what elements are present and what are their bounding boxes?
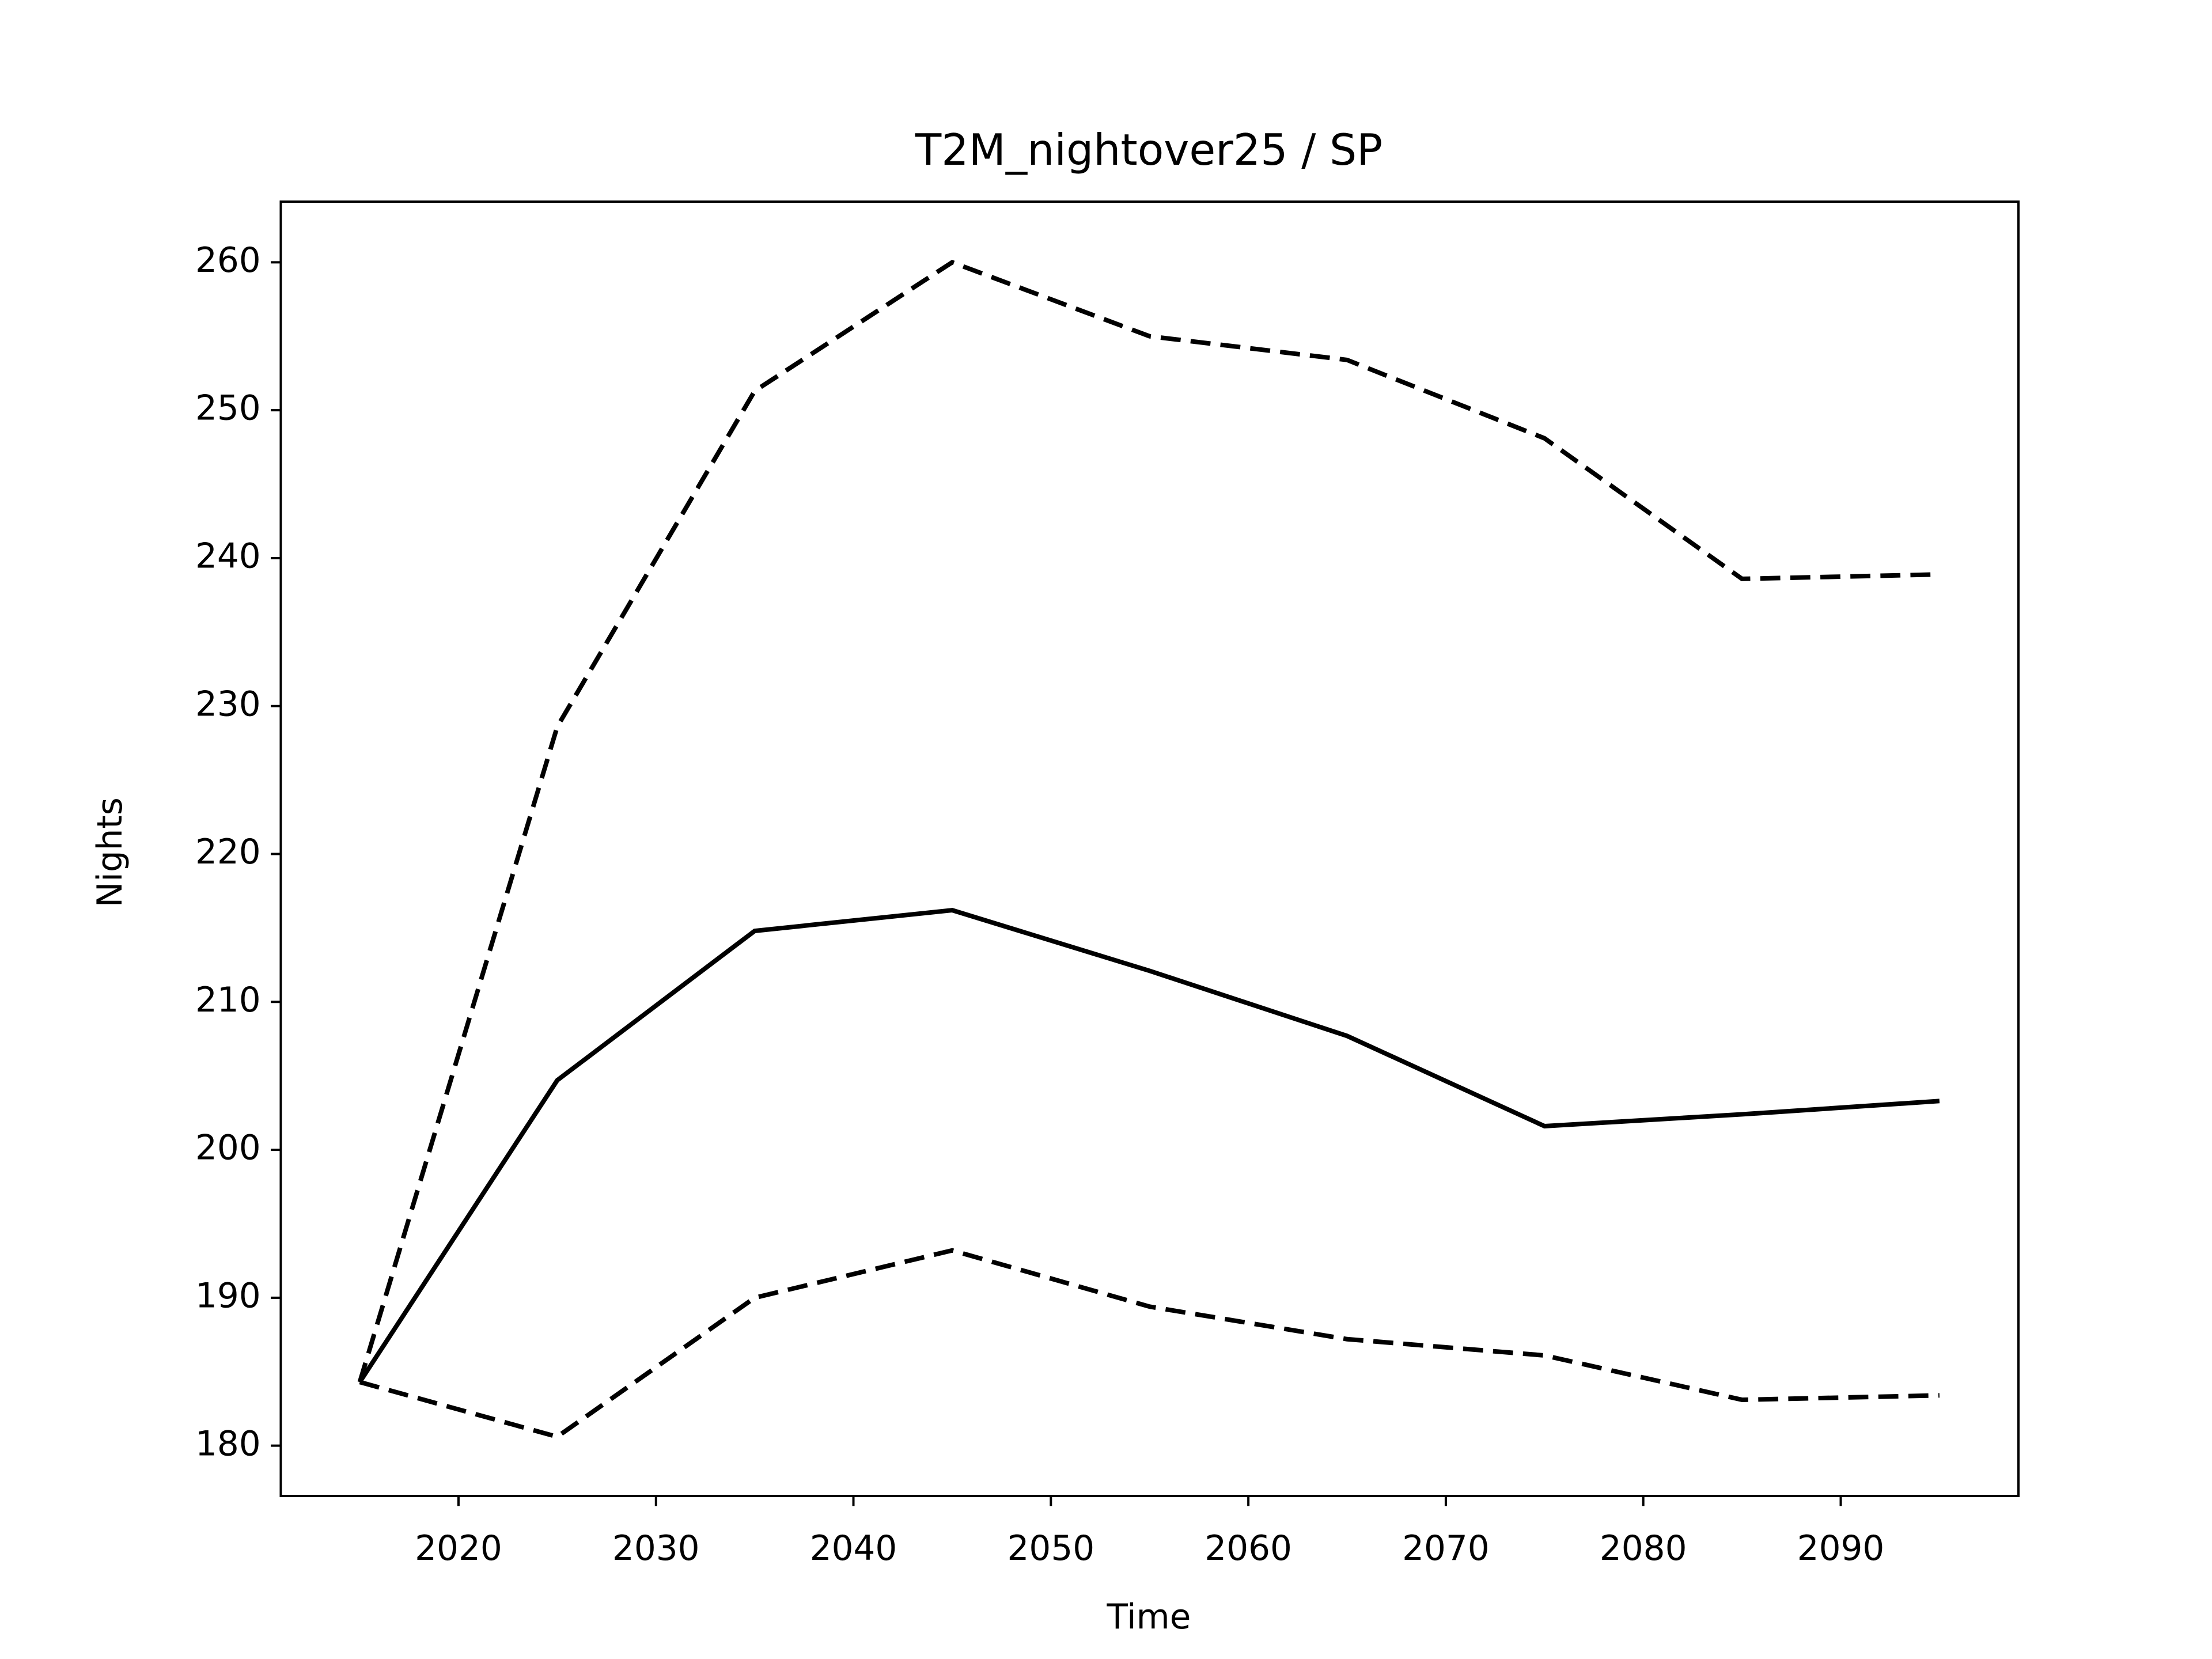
- x-tick-label: 2090: [1797, 1529, 1885, 1569]
- y-tick-label: 250: [195, 389, 261, 429]
- y-tick-label: 210: [195, 980, 261, 1020]
- x-tick-label: 2060: [1205, 1529, 1292, 1569]
- y-tick-label: 200: [195, 1128, 261, 1168]
- y-tick-label: 220: [195, 832, 261, 872]
- series-line: [359, 1248, 1940, 1440]
- y-axis-label: Nights: [90, 797, 130, 907]
- series-line: [358, 908, 1940, 1384]
- series-line: [357, 259, 1940, 1383]
- y-tick-label: 180: [195, 1424, 261, 1464]
- y-tick-label: 240: [195, 537, 261, 577]
- x-tick-label: 2040: [810, 1529, 897, 1569]
- x-tick-label: 2050: [1007, 1529, 1095, 1569]
- x-tick-label: 2080: [1600, 1529, 1687, 1569]
- y-tick-label: 230: [195, 684, 261, 724]
- chart-title: T2M_nightover25 / SP: [915, 125, 1382, 175]
- x-tick-label: 2020: [415, 1529, 502, 1569]
- y-tick-label: 260: [195, 241, 261, 281]
- x-axis-label: Time: [1107, 1597, 1191, 1637]
- plot-frame: [279, 200, 2020, 1497]
- y-tick-label: 190: [195, 1276, 261, 1316]
- x-tick-label: 2030: [612, 1529, 700, 1569]
- x-tick-label: 2070: [1402, 1529, 1490, 1569]
